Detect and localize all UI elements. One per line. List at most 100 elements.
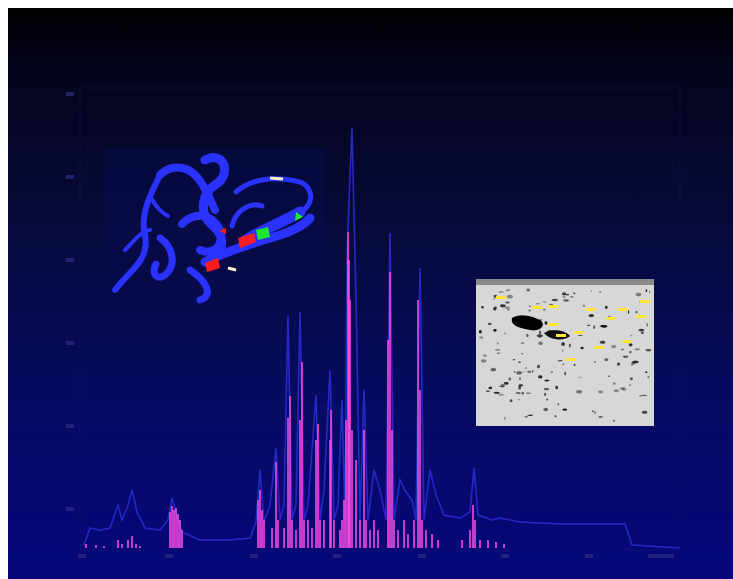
gel-spot bbox=[620, 348, 625, 351]
gel-spot bbox=[645, 289, 648, 293]
gel-spot bbox=[598, 390, 603, 394]
gel-spot bbox=[572, 292, 576, 295]
gel-spot bbox=[483, 354, 487, 357]
gel-spot bbox=[628, 310, 630, 314]
gel-spot bbox=[582, 304, 586, 307]
gel-spot-label bbox=[606, 317, 616, 320]
gel-spot bbox=[580, 346, 584, 350]
gel-spot bbox=[543, 387, 550, 391]
gel-spot bbox=[508, 377, 512, 381]
gel-spot bbox=[562, 363, 565, 365]
gel-spot-label bbox=[548, 323, 558, 326]
2d-gel-image bbox=[476, 279, 654, 426]
gel-spot bbox=[526, 288, 530, 292]
gel-spot bbox=[557, 403, 560, 406]
gel-spot bbox=[561, 342, 565, 346]
gel-spot bbox=[507, 308, 510, 311]
gel-spot bbox=[490, 367, 497, 372]
gel-spot-label bbox=[586, 308, 596, 311]
gel-spot bbox=[516, 371, 522, 375]
gel-spot bbox=[537, 364, 540, 369]
gel-spot bbox=[577, 376, 582, 378]
gel-spot bbox=[498, 291, 504, 293]
gel-spot bbox=[504, 332, 506, 335]
gel-spot bbox=[538, 375, 543, 379]
gel-spot-label bbox=[548, 305, 558, 308]
gel-spot bbox=[646, 323, 648, 327]
gel-spot bbox=[518, 399, 521, 401]
gel-spot bbox=[576, 390, 583, 394]
gel-spot bbox=[539, 330, 541, 335]
gel-spot bbox=[521, 353, 523, 355]
gel-spot-label bbox=[594, 346, 604, 349]
gel-spot bbox=[635, 292, 642, 297]
gel-spot bbox=[527, 414, 533, 416]
gel-spot-label bbox=[556, 334, 566, 337]
peak-sticks bbox=[85, 232, 505, 548]
gel-spot bbox=[638, 328, 645, 332]
gel-spot bbox=[645, 371, 648, 374]
gel-spot bbox=[495, 349, 501, 351]
gel-spot bbox=[479, 336, 484, 339]
gel-spot bbox=[573, 363, 576, 366]
gel-spot bbox=[503, 381, 509, 385]
gel-spot bbox=[542, 308, 546, 311]
gel-spot bbox=[486, 390, 490, 393]
gel-spot bbox=[478, 330, 482, 334]
gel-spot bbox=[500, 383, 505, 388]
gel-spot bbox=[613, 419, 615, 422]
gel-spot bbox=[593, 325, 596, 329]
gel-spot-label bbox=[532, 306, 542, 309]
gel-spot bbox=[498, 393, 505, 396]
gel-spot bbox=[613, 389, 619, 393]
gel-spot bbox=[578, 334, 583, 337]
gel-spot bbox=[640, 331, 645, 335]
gel-spot bbox=[649, 291, 651, 293]
gel-spot bbox=[599, 340, 606, 344]
gel-spot bbox=[565, 293, 570, 296]
gel-spot bbox=[634, 348, 640, 351]
gel-spot bbox=[538, 341, 543, 345]
gel-spot bbox=[622, 387, 627, 391]
gel-spot bbox=[631, 364, 633, 366]
gel-spot bbox=[542, 301, 547, 303]
gel-spot bbox=[568, 343, 571, 348]
gel-spot bbox=[617, 362, 620, 366]
gel-spot bbox=[647, 375, 650, 379]
gel-spot bbox=[544, 321, 548, 325]
gel-spot bbox=[629, 350, 632, 354]
gel-spot bbox=[509, 399, 513, 403]
gel-spot bbox=[504, 306, 510, 309]
gel-spot bbox=[525, 367, 527, 369]
gel-spot bbox=[480, 359, 487, 363]
gel-spot bbox=[544, 379, 550, 382]
gel-spot bbox=[507, 294, 513, 299]
gel-spot bbox=[543, 407, 549, 412]
gel-spot-label bbox=[636, 315, 646, 318]
gel-spot bbox=[527, 370, 532, 373]
gel-spot bbox=[563, 299, 569, 302]
gel-spot bbox=[598, 415, 603, 418]
gel-spot bbox=[488, 386, 493, 390]
gel-spot bbox=[641, 394, 648, 397]
gel-spot bbox=[641, 410, 648, 414]
gel-spot bbox=[518, 361, 521, 363]
gel-spot bbox=[629, 334, 633, 337]
gel-spot bbox=[546, 398, 549, 401]
gel-spot bbox=[515, 392, 521, 394]
gel-spot bbox=[500, 304, 506, 308]
gel-spot bbox=[562, 408, 568, 411]
gel-spot bbox=[629, 384, 631, 387]
gel-spot bbox=[635, 310, 638, 314]
gel-spot bbox=[519, 377, 521, 381]
gel-spot bbox=[613, 382, 616, 385]
y-axis-ticks bbox=[66, 92, 74, 511]
gel-spot bbox=[531, 369, 534, 373]
gel-spot bbox=[522, 371, 525, 373]
gel-spot bbox=[481, 306, 484, 309]
gel-spot bbox=[504, 416, 506, 421]
gel-spot bbox=[550, 371, 554, 374]
envelope-spectrum-line bbox=[83, 127, 681, 549]
gel-spot bbox=[593, 361, 597, 363]
